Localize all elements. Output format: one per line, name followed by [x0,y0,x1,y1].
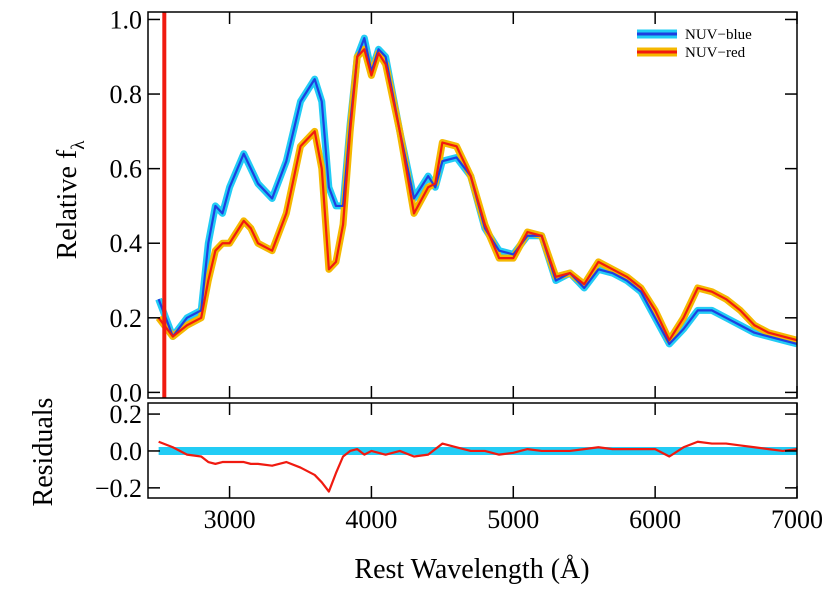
legend-label: NUV−red [685,45,746,61]
x-tick-label: 6000 [629,505,681,534]
y-tick-label: 0.8 [110,80,143,109]
y-tick-label: 0.2 [110,400,143,429]
x-tick-label: 3000 [204,505,256,534]
y-axis-label: Relative fλ [52,140,89,260]
x-axis-label: Rest Wavelength (Å) [354,554,589,585]
y-tick-label: 0.4 [110,229,143,258]
plot-area [155,12,797,398]
error-band [155,45,797,344]
x-tick-label: 5000 [487,505,539,534]
x-tick-label: 4000 [345,505,397,534]
y-label-text: Relative f [52,149,83,259]
spectrum-line [157,37,797,346]
x-tick-label: 7000 [771,505,823,534]
spectrum-line [157,48,797,342]
y-tick-label: 0.2 [110,304,143,333]
axes-frame [147,11,798,399]
spectrum-line [158,440,797,493]
legend-label: NUV−blue [685,27,752,43]
y-tick-label: 0.0 [110,437,143,466]
y-tick-label: 0.6 [110,155,143,184]
y-label-subscript: λ [68,140,89,150]
y-tick-label: −0.2 [95,474,142,503]
y-tick-label: 0.0 [110,378,143,407]
y-axis-label: Residuals [28,398,59,507]
y-tick-label: 1.0 [110,5,143,34]
plot-area [158,440,797,493]
